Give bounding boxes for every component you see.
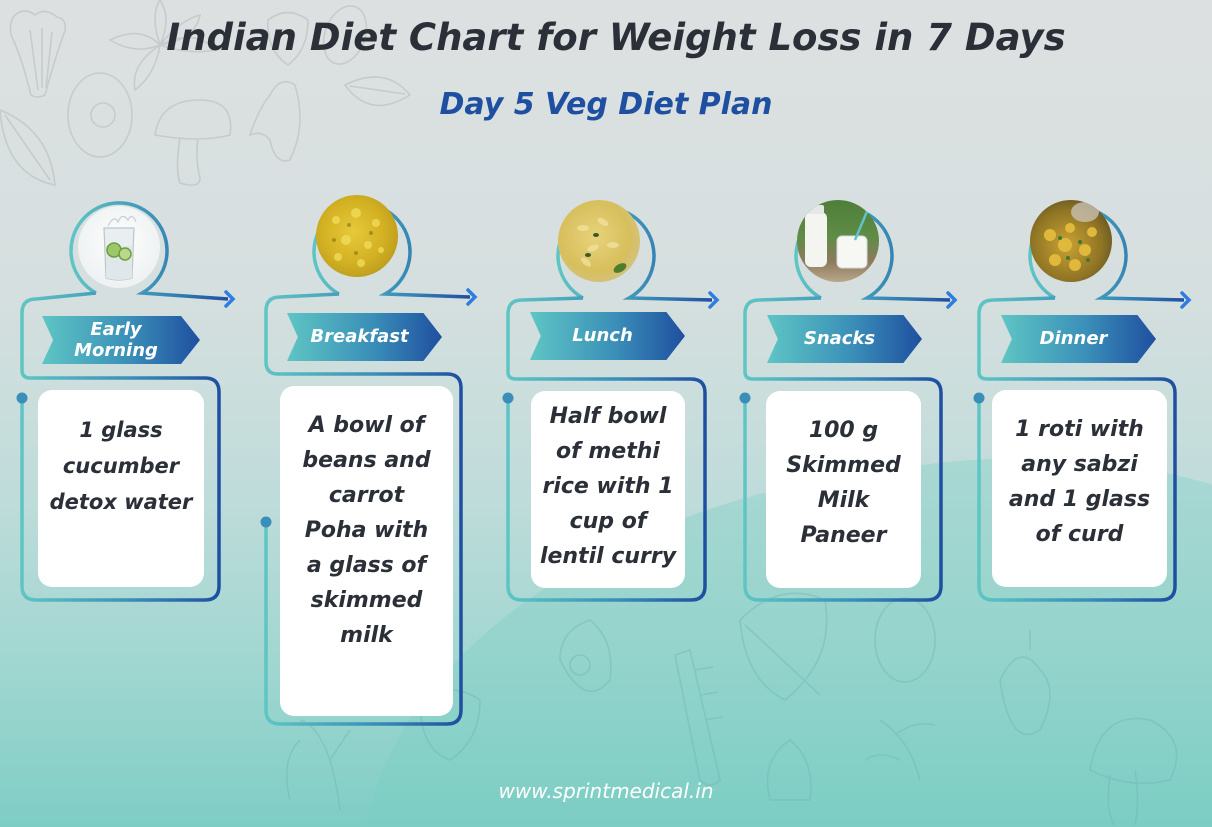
meal-description-line: skimmed <box>310 588 423 613</box>
page-subtitle: Day 5 Veg Diet Plan <box>439 87 773 122</box>
meal-description-line: and 1 glass <box>1008 487 1151 512</box>
meal-label: Lunch <box>572 325 633 346</box>
meal-photo-milk <box>797 200 879 282</box>
meal-label-ribbon: Early Morning <box>42 316 200 364</box>
timeline-frame <box>16 201 236 602</box>
meal-description-line: lentil curry <box>539 544 677 569</box>
meal-description-card: 1 glass cucumber detox water <box>38 390 204 587</box>
meal-description-line: Half bowl <box>549 404 667 429</box>
meal-label-line2: Morning <box>74 340 158 361</box>
meal-label-ribbon: Snacks <box>767 315 922 363</box>
meal-description-line: Skimmed <box>786 453 901 478</box>
meal-description-line: beans and <box>302 448 431 473</box>
meal-description-line: Paneer <box>800 523 887 548</box>
meal-description-line: of curd <box>1035 522 1124 547</box>
meal-label: Breakfast <box>310 326 409 347</box>
meal-description-line: Poha with <box>304 518 429 543</box>
meal-photo-poha <box>316 195 398 277</box>
meal-description-line: A bowl of <box>308 413 425 438</box>
meal-label: Snacks <box>803 328 876 349</box>
meal-description-card: 1 roti with any sabzi and 1 glass of cur… <box>992 390 1167 587</box>
meal-photo-cucumber-water <box>78 206 160 288</box>
meal-description-line: cup of <box>569 509 647 534</box>
meal-label-ribbon: Breakfast <box>287 313 442 361</box>
meal-description-line: milk <box>340 623 393 648</box>
website-url[interactable]: www.sprintmedical.in <box>498 779 714 803</box>
meal-label-line1: Early <box>90 319 142 340</box>
meal-label: Dinner <box>1039 328 1108 349</box>
meal-description-card: 100 g Skimmed Milk Paneer <box>766 391 921 588</box>
meal-description-line: carrot <box>328 483 405 508</box>
meal-photo-sabzi <box>1030 200 1112 282</box>
meal-description-line: Milk <box>817 488 870 513</box>
meal-description-line: 100 g <box>808 418 879 443</box>
meal-description-line: any sabzi <box>1021 452 1138 477</box>
meal-description-line: detox water <box>49 490 193 514</box>
meal-photo-methi-rice <box>558 200 640 282</box>
meal-description-line: 1 glass <box>79 418 163 442</box>
meal-description-card: A bowl of beans and carrot Poha with a g… <box>280 386 453 716</box>
meal-description-line: of methi <box>556 439 660 464</box>
meal-description-line: cucumber <box>62 454 180 478</box>
meal-label-ribbon: Lunch <box>530 312 685 360</box>
meal-description-line: rice with 1 <box>542 474 674 499</box>
meal-description-line: a glass of <box>306 553 427 578</box>
meal-label-ribbon: Dinner <box>1001 315 1156 363</box>
meal-description-line: 1 roti with <box>1015 417 1144 442</box>
page-title: Indian Diet Chart for Weight Loss in 7 D… <box>166 16 1066 59</box>
meal-description-card: Half bowl of methi rice with 1 cup of le… <box>531 391 685 588</box>
